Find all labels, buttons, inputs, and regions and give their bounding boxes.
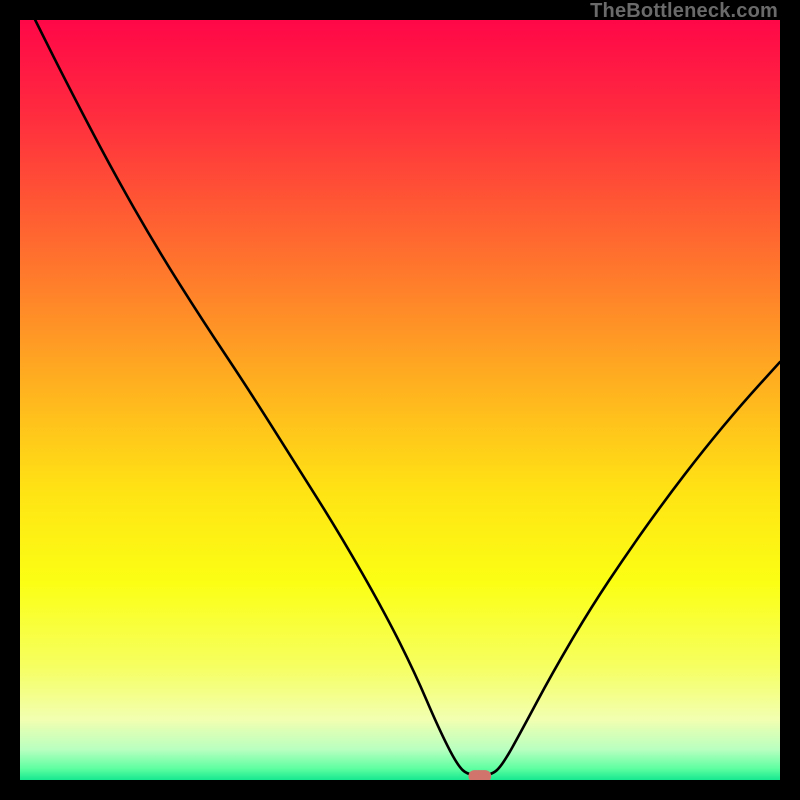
plot-area	[20, 20, 780, 780]
gradient-background	[20, 20, 780, 780]
chart-frame: TheBottleneck.com	[0, 0, 800, 800]
minimum-marker	[468, 770, 491, 780]
bottleneck-curve-chart	[20, 20, 780, 780]
watermark-text: TheBottleneck.com	[590, 0, 778, 23]
